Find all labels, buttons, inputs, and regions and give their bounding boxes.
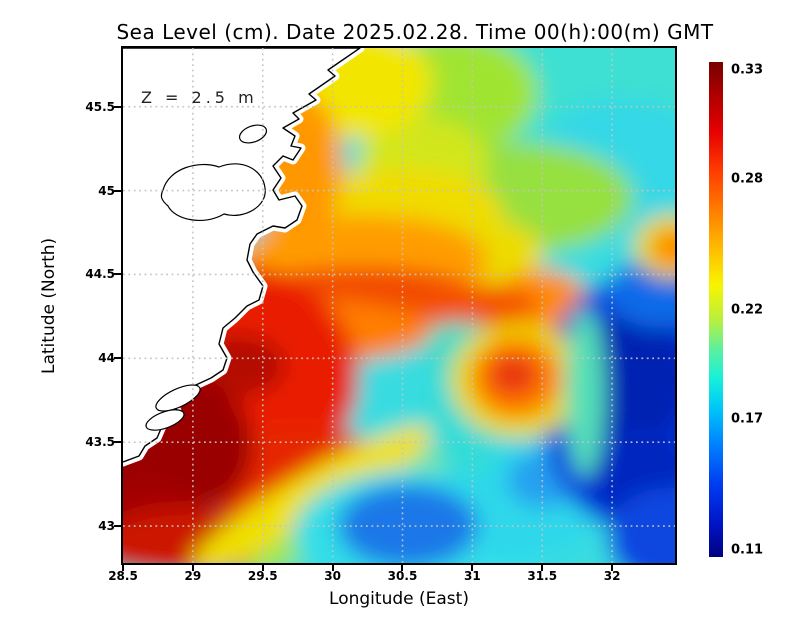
- sea-field: [123, 48, 675, 563]
- y-tick-mark: [114, 273, 121, 276]
- y-tick-mark: [114, 441, 121, 444]
- land-mask: [123, 48, 365, 467]
- y-tick-label: 43: [98, 519, 115, 534]
- y-tick-label: 44.5: [85, 267, 115, 282]
- x-tick-mark: [401, 565, 404, 571]
- y-tick-label: 45.5: [85, 99, 115, 114]
- colorbar: [709, 62, 723, 557]
- x-tick-label: 31: [464, 569, 481, 583]
- y-tick-mark: [114, 525, 121, 528]
- y-tick-label: 43.5: [85, 435, 115, 450]
- x-tick-label: 29.5: [247, 569, 278, 583]
- x-tick-mark: [541, 565, 544, 571]
- lake-contour: [238, 124, 268, 144]
- x-axis-title: Longitude (East): [329, 589, 469, 609]
- depth-annotation: Z = 2.5 m: [141, 88, 258, 107]
- lake-contour: [145, 409, 185, 431]
- y-tick-mark: [114, 105, 121, 108]
- colorbar-tick-label: 0.22: [731, 302, 764, 318]
- x-tick-mark: [122, 565, 124, 571]
- y-tick-label: 44: [98, 351, 115, 366]
- x-tick-mark: [331, 565, 334, 571]
- x-tick-mark: [471, 565, 474, 571]
- x-tick-label: 29: [184, 569, 202, 583]
- map-plot-area: Z = 2.5 m Longitude (East) Latitude (Nor…: [39, 46, 677, 609]
- y-tick-mark: [114, 357, 121, 360]
- x-tick-mark: [261, 565, 264, 571]
- y-tick-label: 45: [98, 183, 115, 198]
- colorbar-tick-label: 0.28: [731, 171, 764, 187]
- x-tick-label: 30.5: [387, 569, 418, 583]
- x-tick-mark: [191, 565, 194, 571]
- chart-title: Sea Level (cm). Date 2025.02.28. Time 00…: [116, 20, 714, 44]
- colorbar-tick-label: 0.11: [731, 542, 764, 558]
- colorbar-tick-label: 0.33: [731, 62, 764, 78]
- x-tick-label: 31.5: [527, 569, 558, 583]
- x-tick-label: 28.5: [108, 569, 138, 583]
- y-tick-mark: [114, 189, 121, 192]
- x-tick-label: 32: [603, 569, 621, 583]
- lake-contour: [155, 384, 201, 412]
- x-tick-label: 30: [324, 569, 341, 583]
- y-axis-title: Latitude (North): [39, 237, 59, 374]
- colorbar-tick-label: 0.17: [731, 411, 764, 427]
- gridlines: [123, 48, 675, 563]
- x-tick-mark: [611, 565, 614, 571]
- eddy-core: [489, 355, 537, 395]
- sea-level-field-svg: [123, 48, 675, 563]
- lake-contour: [160, 163, 266, 221]
